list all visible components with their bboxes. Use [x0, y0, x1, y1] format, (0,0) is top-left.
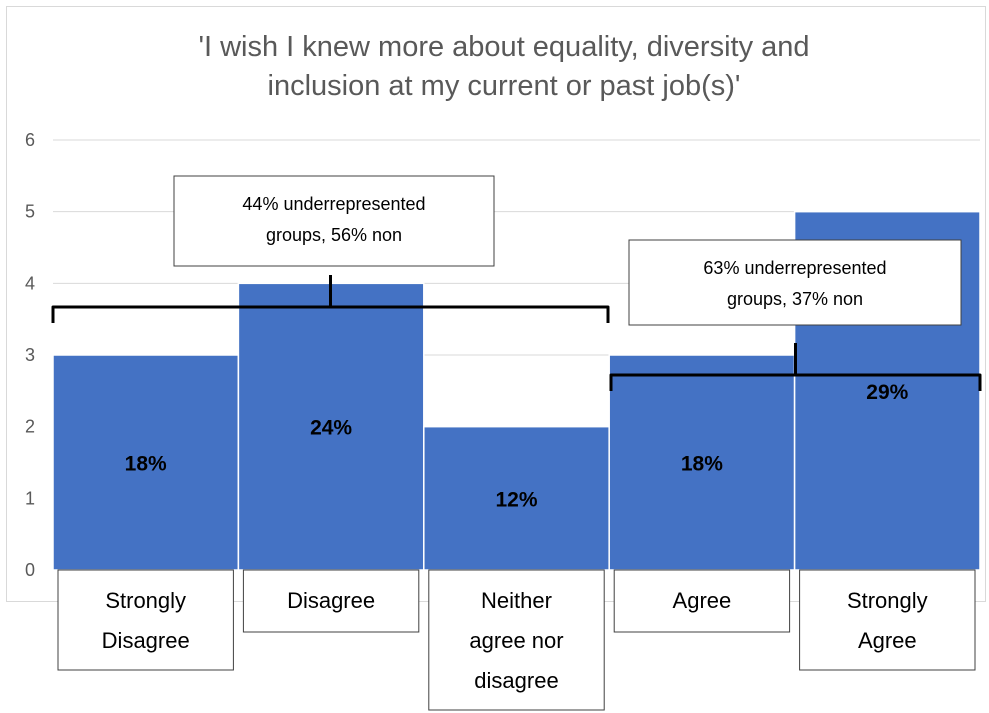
y-tick-label: 4 [25, 273, 35, 293]
x-tick-label: Agree [673, 588, 732, 613]
x-tick-label: Disagree [287, 588, 375, 613]
data-label: 18% [125, 453, 167, 476]
category-label-box [242, 569, 420, 633]
x-tick-label: Neither [481, 588, 552, 613]
x-tick-label: Disagree [102, 628, 190, 653]
x-tick-label: agree nor [469, 628, 563, 653]
category-label-box [613, 569, 791, 633]
data-label: 12% [495, 488, 537, 511]
x-tick-label: Agree [858, 628, 917, 653]
y-tick-label: 0 [25, 560, 35, 580]
bar [423, 425, 610, 571]
annotation-text: groups, 37% non [727, 289, 863, 309]
data-label: 29% [866, 381, 908, 404]
bar [608, 354, 796, 571]
annotation-text: groups, 56% non [266, 225, 402, 245]
data-label: 18% [681, 453, 723, 476]
annotation-box [173, 175, 495, 267]
bar [237, 282, 425, 571]
chart-title-line: inclusion at my current or past job(s)' [268, 70, 741, 102]
x-tick-label: Strongly [847, 588, 928, 613]
x-tick-label: Strongly [105, 588, 186, 613]
y-tick-label: 6 [25, 130, 35, 150]
y-tick-label: 5 [25, 202, 35, 222]
y-tick-label: 1 [25, 488, 35, 508]
category-label-box [57, 569, 234, 671]
annotation-box [628, 239, 962, 326]
annotation-text: 63% underrepresented [703, 258, 886, 278]
y-tick-label: 2 [25, 417, 35, 437]
annotation-text: 44% underrepresented [242, 194, 425, 214]
data-label: 24% [310, 417, 352, 440]
y-tick-label: 3 [25, 345, 35, 365]
category-label-box [799, 569, 976, 671]
chart-title-line: 'I wish I knew more about equality, dive… [198, 31, 809, 63]
category-label-box [428, 569, 605, 711]
x-tick-label: disagree [474, 668, 558, 693]
